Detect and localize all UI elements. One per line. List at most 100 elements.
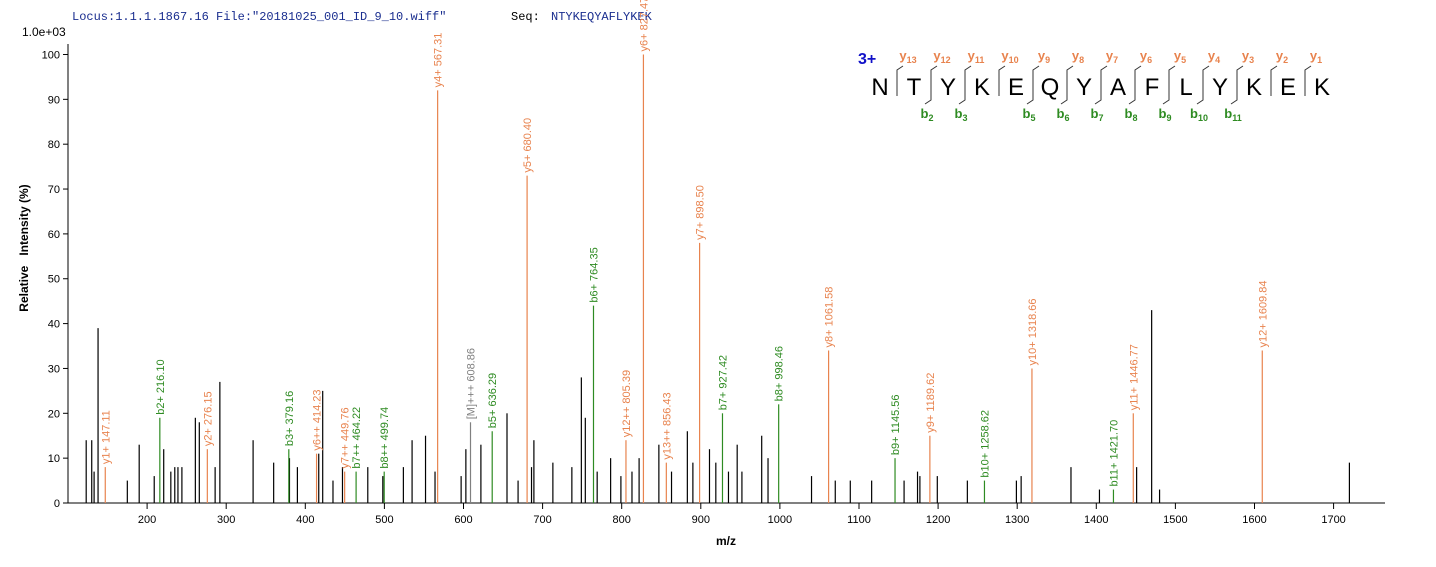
x-tick-label: 500	[375, 514, 393, 526]
y-axis-label: Relative Intensity (%)	[17, 184, 31, 311]
peak-label: y2+ 276.15	[202, 391, 214, 446]
y-cleavage-mark	[1202, 65, 1210, 96]
seq-label: Seq:	[511, 10, 540, 24]
y-tick-label: 20	[48, 408, 60, 420]
b-ion-label: b11	[1224, 106, 1241, 123]
y-tick-label: 30	[48, 363, 60, 375]
y-tick-label: 50	[48, 274, 60, 286]
y-tick-label: 70	[48, 184, 60, 196]
y-ion-label: y13	[899, 48, 916, 65]
y-tick-label: 60	[48, 229, 60, 241]
peak-label: b9+ 1145.56	[890, 394, 902, 455]
b-cleavage-mark	[1094, 74, 1102, 105]
y-ion-label: y8	[1072, 48, 1084, 65]
x-tick-label: 300	[217, 514, 235, 526]
residue: K	[974, 74, 990, 101]
peak-label: y1+ 147.11	[100, 410, 112, 464]
y-cleavage-mark	[1032, 65, 1040, 96]
b-ion-label: b10	[1190, 106, 1208, 123]
peak-label: b5+ 636.29	[487, 373, 499, 428]
peak-label: y4+ 567.31	[433, 33, 445, 88]
x-tick-label: 1000	[768, 514, 792, 526]
residue: N	[871, 74, 888, 101]
y-cleavage-mark	[930, 65, 938, 96]
b-ion-label: b6	[1057, 106, 1070, 123]
residue: Q	[1041, 74, 1060, 101]
residue: A	[1110, 74, 1126, 101]
peak-label: b8++ 499.74	[379, 407, 391, 469]
scale-label: 1.0e+03	[22, 25, 66, 39]
b-ion-label: b7	[1091, 106, 1104, 123]
y-ion-label: y10	[1001, 48, 1018, 65]
x-axis-label: m/z	[716, 534, 736, 548]
peak-label: b6+ 764.35	[588, 247, 600, 302]
b-cleavage-mark	[958, 74, 966, 105]
x-tick-label: 1700	[1321, 514, 1345, 526]
peak-label: y8+ 1061.58	[824, 287, 836, 348]
residue: L	[1179, 74, 1192, 101]
y-ion-label: y3	[1242, 48, 1254, 65]
x-tick-label: 1200	[926, 514, 950, 526]
b-ion-label: b8	[1125, 106, 1138, 123]
y-cleavage-mark	[1304, 65, 1312, 96]
peak-label: b2+ 216.10	[155, 359, 167, 414]
peak-label: y13++ 856.43	[661, 392, 673, 459]
peak-label: y12+ 1609.84	[1257, 281, 1269, 348]
peak-label: b3+ 379.16	[284, 391, 296, 446]
x-tick-label: 400	[296, 514, 314, 526]
x-tick-label: 1100	[847, 514, 871, 526]
x-tick-label: 900	[692, 514, 710, 526]
b-ion-label: b3	[955, 106, 968, 123]
y-cleavage-mark	[896, 65, 904, 96]
y-ion-label: y4	[1208, 48, 1220, 65]
b-ion-label: b5	[1023, 106, 1036, 123]
residue: E	[1008, 74, 1024, 101]
b-cleavage-mark	[1162, 74, 1170, 105]
residue: T	[907, 74, 922, 101]
peak-label: y11+ 1446.77	[1128, 344, 1140, 410]
x-tick-label: 1400	[1084, 514, 1108, 526]
peak-label: b7++ 464.22	[351, 407, 363, 469]
peak-label: b11+ 1421.70	[1108, 420, 1120, 487]
x-tick-label: 1300	[1005, 514, 1029, 526]
residue: Y	[940, 74, 956, 101]
peak-label: b10+ 1258.62	[979, 410, 991, 478]
peak-label: y7+ 898.50	[695, 185, 707, 240]
y-ion-label: y11	[968, 48, 985, 65]
y-cleavage-mark	[964, 65, 972, 96]
charge-state: 3+	[858, 51, 876, 68]
y-cleavage-mark	[1100, 65, 1108, 96]
y-ion-label: y12	[933, 48, 950, 65]
y-ion-label: y9	[1038, 48, 1050, 65]
y-tick-label: 100	[42, 49, 60, 61]
y-ion-label: y2	[1276, 48, 1288, 65]
header: Locus:1.1.1.1867.16 File:"20181025_001_I…	[72, 10, 446, 24]
b-cleavage-mark	[1128, 74, 1136, 105]
y-tick-label: 80	[48, 139, 60, 151]
y-cleavage-mark	[1236, 65, 1244, 96]
residue: K	[1314, 74, 1330, 101]
y-cleavage-mark	[1134, 65, 1142, 96]
peak-label: y6+ 827.47	[638, 0, 650, 51]
b-ion-label: b9	[1159, 106, 1172, 123]
y-tick-label: 0	[54, 498, 60, 510]
x-tick-label: 700	[533, 514, 551, 526]
y-ion-label: y1	[1310, 48, 1322, 65]
peak-label: b7+ 927.42	[717, 355, 729, 410]
peak-label: y7++ 449.76	[340, 407, 352, 468]
x-tick-label: 1600	[1242, 514, 1266, 526]
peak-label: y10+ 1318.66	[1027, 298, 1039, 365]
y-tick-label: 90	[48, 94, 60, 106]
b-cleavage-mark	[1196, 74, 1204, 105]
peak-label: y6++ 414.23	[312, 389, 324, 450]
y-tick-label: 10	[48, 453, 60, 465]
peak-label: y5+ 680.40	[522, 118, 534, 173]
peak-label: b8+ 998.46	[774, 346, 786, 401]
residue: Y	[1076, 74, 1092, 101]
y-cleavage-mark	[1168, 65, 1176, 96]
b-cleavage-mark	[924, 74, 932, 105]
y-cleavage-mark	[1066, 65, 1074, 96]
peak-label: y9+ 1189.62	[925, 373, 937, 433]
residue: F	[1145, 74, 1160, 101]
